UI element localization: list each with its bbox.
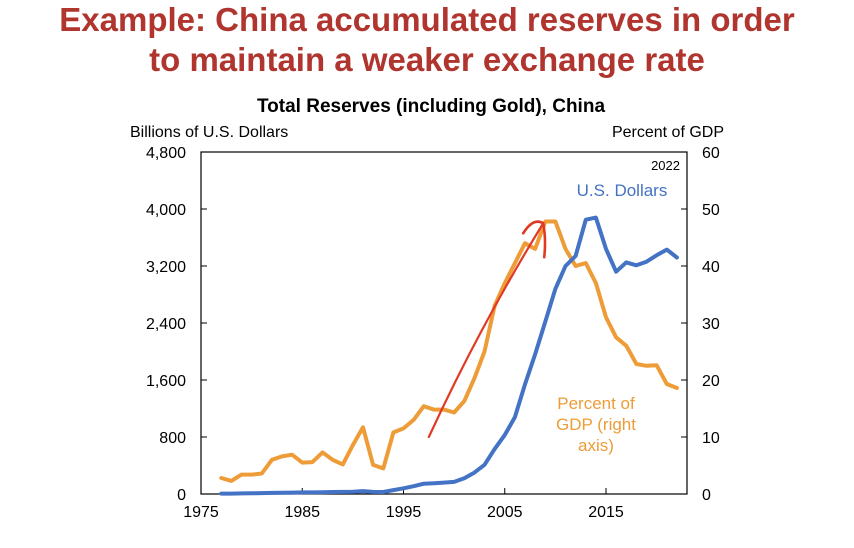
annotation-arrow-head	[521, 220, 547, 259]
right-y-tick-label: 10	[702, 430, 720, 447]
annotation-arrow-shaft	[427, 222, 545, 439]
left-y-tick-label: 4,800	[146, 145, 186, 162]
x-tick-label: 1995	[386, 504, 422, 521]
right-axis-label: Percent of GDP	[612, 124, 724, 141]
right-y-tick-label: 20	[702, 373, 720, 390]
series-label-gdp-line2: GDP (right	[556, 415, 636, 434]
right-y-tick-label: 50	[702, 202, 720, 219]
plot-area-frame	[200, 151, 688, 495]
right-y-tick-label: 40	[702, 259, 720, 276]
slide-headline-line2: to maintain a weaker exchange rate	[149, 41, 705, 78]
left-y-tick-label: 4,000	[146, 202, 186, 219]
series-label-gdp-line1: Percent of	[557, 394, 635, 413]
left-y-tick-label: 1,600	[146, 373, 186, 390]
left-y-tick-label: 3,200	[146, 259, 186, 276]
slide-headline-line1: Example: China accumulated reserves in o…	[59, 1, 795, 38]
right-y-tick-label: 60	[702, 145, 720, 162]
left-y-tick-label: 2,400	[146, 316, 186, 333]
left-axis-label: Billions of U.S. Dollars	[130, 124, 288, 141]
right-y-tick-label: 0	[702, 487, 711, 504]
left-y-tick-label: 0	[177, 487, 186, 504]
series-line-usd	[219, 215, 679, 496]
x-tick-label: 1975	[183, 504, 219, 521]
x-tick-label: 2015	[588, 504, 624, 521]
left-y-tick-label: 800	[159, 430, 186, 447]
series-label-gdp-line3: axis)	[578, 436, 614, 455]
series-label-usd: U.S. Dollars	[577, 181, 668, 200]
x-tick-label: 2005	[487, 504, 523, 521]
series-line-gdp	[219, 219, 679, 483]
x-tick-label: 1985	[284, 504, 320, 521]
chart-title: Total Reserves (including Gold), China	[257, 96, 605, 117]
year-note: 2022	[651, 158, 680, 173]
right-y-tick-label: 30	[702, 316, 720, 333]
